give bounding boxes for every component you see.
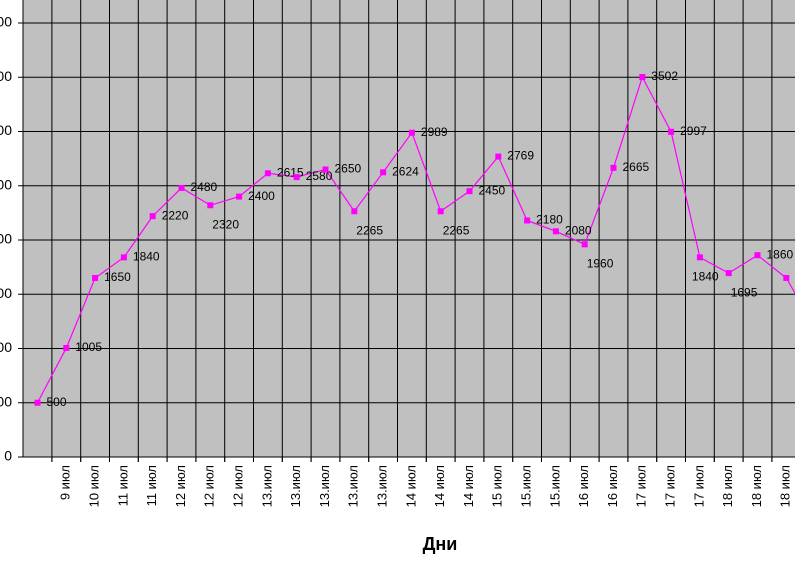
- x-tick-label: 18 июл: [720, 465, 735, 507]
- line: [36, 75, 795, 404]
- y-tick-label: 3500: [0, 68, 12, 84]
- x-tick-label: 14 июл: [461, 465, 476, 507]
- data-label: 2997: [680, 124, 707, 138]
- data-label: 500: [47, 395, 67, 409]
- marker: [34, 399, 41, 406]
- marker: [178, 184, 185, 191]
- marker: [524, 217, 531, 224]
- data-label: 2650: [335, 162, 362, 176]
- data-label: 1695: [731, 285, 758, 299]
- x-tick-label: 11 июл: [144, 465, 159, 506]
- x-tick-label: 13.июл: [259, 465, 274, 507]
- data-label: 2180: [536, 213, 563, 227]
- data-label: 2220: [162, 208, 189, 222]
- x-tick-label: 14 июл: [432, 465, 447, 507]
- data-label: 2400: [248, 189, 275, 203]
- data-label: 2769: [507, 149, 534, 163]
- y-tick-label: 3000: [0, 122, 12, 138]
- x-tick-label: 12 июл: [173, 465, 188, 507]
- data-label: 1840: [692, 270, 719, 284]
- data-label: 2080: [565, 223, 592, 237]
- marker: [408, 129, 415, 136]
- x-tick-label: 16 июл: [605, 465, 620, 507]
- y-tick-label: 1000: [0, 339, 12, 355]
- data-label: 2624: [392, 164, 419, 178]
- data-label: 2450: [479, 183, 506, 197]
- data-label: 2265: [443, 223, 470, 237]
- marker: [322, 166, 329, 173]
- data-label: 2480: [191, 180, 218, 194]
- marker: [639, 74, 646, 81]
- x-tick-label: 18 июл: [778, 465, 793, 507]
- data-label: 1960: [587, 257, 614, 271]
- x-tick-label: 18 июл: [749, 465, 764, 507]
- x-tick-label: 16 июл: [576, 465, 591, 507]
- x-tick-label: 17 июл: [663, 465, 678, 507]
- marker: [466, 188, 473, 195]
- x-tick-label: 13.июл: [288, 465, 303, 507]
- x-tick-label: 14 июл: [403, 465, 418, 507]
- marker: [149, 213, 156, 220]
- marker: [63, 344, 70, 351]
- x-tick-label: 17 июл: [634, 465, 649, 507]
- data-label: 1860: [767, 247, 794, 261]
- x-tick-label: 15.июл: [519, 465, 534, 507]
- x-tick-label: 10 июл: [87, 465, 102, 507]
- marker: [552, 228, 559, 235]
- y-tick-label: 500: [0, 393, 12, 409]
- x-tick-label: 12 июл: [231, 465, 246, 507]
- data-label: 2615: [277, 165, 304, 179]
- marker: [754, 252, 761, 259]
- marker: [610, 164, 617, 171]
- marker: [380, 169, 387, 176]
- x-tick-label: 15 июл: [490, 465, 505, 507]
- marker: [437, 208, 444, 215]
- data-label: 2989: [421, 125, 448, 139]
- data-label: 2265: [356, 223, 383, 237]
- x-tick-label: 11 июл: [115, 465, 130, 506]
- data-label: 2320: [212, 217, 239, 231]
- marker: [264, 170, 271, 177]
- marker: [725, 270, 732, 277]
- marker: [120, 254, 127, 261]
- x-axis-label: Дни: [423, 534, 458, 554]
- marker: [293, 174, 300, 181]
- marker: [495, 153, 502, 160]
- x-tick-label: 9 июл: [58, 465, 73, 500]
- x-tick-label: 12 июл: [202, 465, 217, 507]
- x-tick-label: 13.июл: [317, 465, 332, 507]
- x-tick-label: 17 июл: [691, 465, 706, 507]
- marker: [236, 193, 243, 200]
- y-tick-label: 2500: [0, 176, 12, 192]
- data-label: 1005: [75, 340, 102, 354]
- marker: [696, 254, 703, 261]
- y-tick-label: 1500: [0, 285, 12, 301]
- data-label: 1840: [133, 250, 160, 264]
- y-tick-label: 4000: [0, 14, 12, 30]
- marker: [207, 202, 214, 209]
- data-label: 2665: [623, 160, 650, 174]
- data-label: 1650: [104, 270, 131, 284]
- y-tick-label: 2000: [0, 231, 12, 247]
- data-label: 3502: [651, 69, 678, 83]
- marker: [92, 274, 99, 281]
- plot-area: [23, 0, 795, 457]
- marker: [783, 274, 790, 281]
- data-label: 2580: [306, 169, 333, 183]
- x-tick-label: 13.июл: [375, 465, 390, 507]
- marker: [581, 241, 588, 248]
- x-tick-label: 13.июл: [346, 465, 361, 507]
- marker: [351, 208, 358, 215]
- y-tick-label: 0: [4, 448, 12, 464]
- x-tick-label: 15.июл: [547, 465, 562, 507]
- marker: [668, 128, 675, 135]
